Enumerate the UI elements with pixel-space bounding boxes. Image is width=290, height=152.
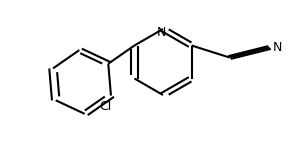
Text: N: N <box>157 26 166 39</box>
Text: N: N <box>273 41 282 54</box>
Text: Cl: Cl <box>99 100 111 113</box>
